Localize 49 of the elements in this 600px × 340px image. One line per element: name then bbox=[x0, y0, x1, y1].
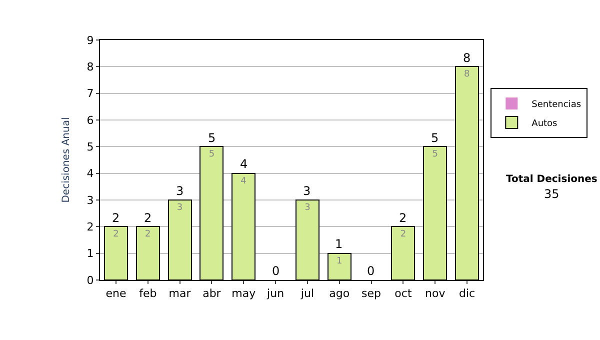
legend-label: Sentencias bbox=[532, 100, 582, 110]
data-label: 3 bbox=[304, 203, 310, 213]
y-tick-label: 6 bbox=[86, 114, 94, 127]
x-tick-label: sep bbox=[362, 287, 382, 300]
x-tick-label: oct bbox=[394, 287, 412, 300]
total-label: 3 bbox=[176, 184, 184, 198]
x-tick-label: dic bbox=[458, 287, 476, 300]
data-label: 5 bbox=[208, 150, 215, 160]
total-label: 0 bbox=[272, 264, 280, 278]
total-label: 5 bbox=[431, 131, 439, 145]
total-label: 5 bbox=[208, 131, 216, 145]
x-tick-label: mar bbox=[168, 287, 192, 300]
total-label: 1 bbox=[335, 237, 343, 251]
x-tick-label: nov bbox=[425, 287, 446, 300]
data-label: 1 bbox=[336, 256, 342, 266]
y-tick-label: 1 bbox=[86, 247, 94, 260]
x-tick-label: abr bbox=[202, 287, 222, 300]
data-label: 3 bbox=[176, 203, 183, 213]
y-tick-label: 7 bbox=[86, 87, 94, 100]
y-tick-label: 5 bbox=[86, 140, 94, 154]
data-label: 8 bbox=[464, 70, 470, 80]
total-label: 2 bbox=[112, 211, 120, 225]
y-tick-label: 3 bbox=[86, 194, 94, 207]
data-label: 4 bbox=[240, 176, 247, 186]
data-label: 5 bbox=[432, 150, 438, 160]
data-label: 2 bbox=[145, 230, 151, 240]
y-tick-label: 2 bbox=[86, 220, 94, 234]
data-label: 2 bbox=[400, 230, 406, 240]
legend-label: Autos bbox=[532, 119, 558, 130]
text: 35 bbox=[544, 187, 560, 201]
total-label: 8 bbox=[463, 51, 471, 65]
y-tick-label: 0 bbox=[86, 274, 94, 287]
x-tick-label: jul bbox=[300, 287, 314, 300]
total-label: 4 bbox=[240, 157, 248, 171]
total-label: 2 bbox=[144, 211, 152, 225]
x-tick-label: ago bbox=[329, 287, 350, 300]
total-label: 0 bbox=[367, 264, 375, 278]
y-tick-label: 4 bbox=[86, 167, 94, 180]
x-tick-label: jun bbox=[266, 287, 284, 300]
x-tick-label: ene bbox=[106, 287, 126, 300]
y-tick-label: 9 bbox=[86, 34, 94, 47]
y-tick-label: 8 bbox=[86, 60, 94, 74]
y-axis-title: Decisiones Anual bbox=[60, 117, 72, 203]
text: Total Decisiones bbox=[506, 174, 598, 185]
total-label: 2 bbox=[399, 211, 407, 225]
data-label: 2 bbox=[113, 230, 119, 240]
x-tick-label: may bbox=[232, 287, 256, 300]
total-label: 3 bbox=[303, 184, 311, 198]
x-tick-label: feb bbox=[139, 287, 157, 300]
